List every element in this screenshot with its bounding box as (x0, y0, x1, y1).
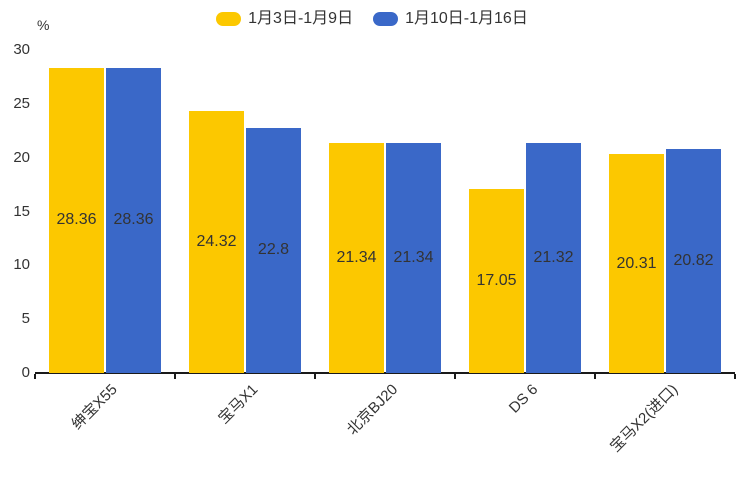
x-axis-tick-mark (174, 374, 176, 379)
bar-value-label: 20.31 (616, 254, 657, 272)
bar-series0-cat1 (189, 111, 244, 373)
x-axis-tick-mark (454, 374, 456, 379)
y-axis-unit-label: % (37, 17, 50, 33)
bar-series0-cat4 (609, 154, 664, 373)
bar-value-label: 22.8 (257, 241, 290, 259)
bar-series0-cat0 (49, 67, 104, 373)
x-axis-tick-mark (734, 374, 736, 379)
bar-series1-cat4 (666, 148, 721, 373)
y-axis-tick-label: 5 (21, 310, 30, 328)
bar-value-label: 28.36 (56, 211, 97, 229)
x-axis-tick-mark (34, 374, 36, 379)
bar-value-label: 17.05 (476, 272, 517, 290)
legend-label: 1月3日-1月9日 (248, 10, 354, 27)
y-axis-tick-label: 10 (13, 256, 30, 274)
legend-swatch-icon (216, 12, 242, 26)
legend-swatch-icon (373, 12, 399, 26)
bar-series1-cat1 (246, 127, 301, 373)
legend-item-1[interactable]: 1月10日-1月16日 (373, 9, 528, 29)
x-axis-category-label: DS 6 (505, 381, 542, 417)
chart-legend: 1月3日-1月9日 1月10日-1月16日 (0, 8, 744, 30)
y-axis-tick-label: 30 (13, 41, 30, 58)
x-axis-line (35, 372, 735, 374)
bar-series1-cat3 (526, 143, 581, 373)
y-axis-tick-label: 20 (13, 148, 30, 166)
y-axis-tick-label: 25 (13, 94, 30, 112)
bar-value-label: 24.32 (196, 233, 237, 251)
bar-series1-cat0 (106, 67, 161, 373)
bar-value-label: 21.34 (336, 249, 377, 267)
bar-value-label: 20.82 (673, 251, 714, 269)
x-axis-tick-mark (594, 374, 596, 379)
bar-value-label: 28.36 (113, 211, 154, 229)
x-axis-category-label: 宝马X2(进口) (606, 381, 682, 456)
y-axis-tick-label: 0 (21, 364, 30, 381)
x-axis-category-label: 绅宝X55 (68, 381, 122, 434)
bar-value-label: 21.32 (533, 249, 574, 267)
y-axis-tick-label: 15 (13, 202, 30, 220)
legend-label: 1月10日-1月16日 (405, 10, 528, 27)
legend-item-0[interactable]: 1月3日-1月9日 (216, 9, 353, 29)
x-axis-tick-mark (314, 374, 316, 379)
x-axis-category-label: 宝马X1 (214, 381, 262, 428)
bar-series0-cat3 (469, 189, 524, 373)
x-axis-category-label: 北京BJ20 (343, 381, 402, 439)
bar-series1-cat2 (386, 143, 441, 373)
bar-value-label: 21.34 (393, 249, 434, 267)
bar-series0-cat2 (329, 143, 384, 373)
